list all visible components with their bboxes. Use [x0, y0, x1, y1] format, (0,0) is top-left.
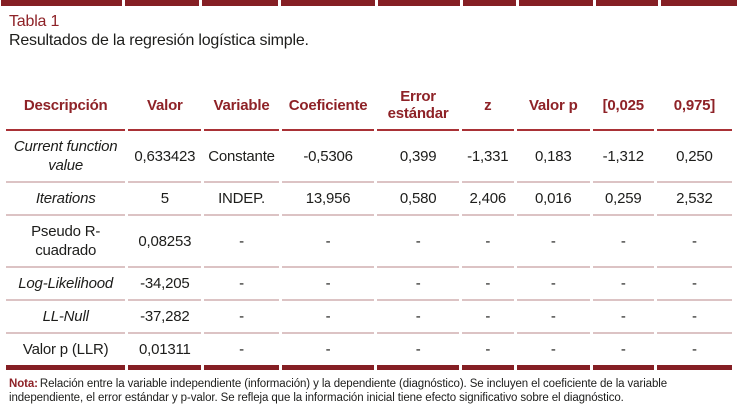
cell: - — [592, 334, 654, 370]
rule-segment — [125, 0, 200, 6]
cell: -37,282 — [128, 301, 202, 334]
cell: 0,250 — [656, 131, 732, 183]
regression-results-table: Descripción Valor Variable Coeficiente Error… — [3, 86, 735, 370]
cell: - — [281, 301, 375, 334]
cell: - — [461, 301, 514, 334]
cell: -1,312 — [592, 131, 654, 183]
column-header: Coeficiente — [281, 86, 375, 131]
table-note: Nota: Relación entre la variable independ… — [9, 377, 729, 405]
row-label: Valor p (LLR) — [6, 334, 126, 370]
cell: - — [592, 268, 654, 301]
cell: -1,331 — [461, 131, 514, 183]
cell: - — [656, 216, 732, 268]
rule-segment — [202, 0, 278, 6]
cell: -34,205 — [128, 268, 202, 301]
cell: 0,183 — [516, 131, 590, 183]
cell: 2,406 — [461, 183, 514, 216]
rule-segment — [1, 0, 123, 6]
cell: - — [516, 268, 590, 301]
cell: - — [656, 334, 732, 370]
rule-segment — [377, 0, 461, 6]
cell: 0,580 — [377, 183, 459, 216]
cell: - — [377, 268, 459, 301]
table-row: Current function value 0,633423 Constante -… — [6, 131, 732, 183]
column-header: Error estándar — [377, 86, 459, 131]
cell: - — [204, 334, 279, 370]
table-row: Log-Likelihood -34,205- - - - - - - — [6, 268, 732, 301]
table-header-row: Descripción Valor Variable Coeficiente Error… — [6, 86, 732, 131]
rule-segment — [595, 0, 658, 6]
note-label: Nota: — [9, 378, 38, 390]
cell: 0,016 — [516, 183, 590, 216]
title-block: Tabla 1 Resultados de la regresión logís… — [9, 13, 729, 50]
column-header: 0,975] — [656, 86, 732, 131]
note-text: Relación entre la variable independiente… — [9, 378, 668, 404]
cell: -0,5306 — [281, 131, 375, 183]
cell: - — [281, 268, 375, 301]
cell: - — [281, 334, 375, 370]
table-top-rule — [0, 0, 738, 6]
cell: 5 — [128, 183, 202, 216]
cell: 0,01311 — [128, 334, 202, 370]
column-header: z — [461, 86, 514, 131]
table-caption: Resultados de la regresión logística sim… — [9, 32, 309, 49]
row-label: Log-Likelihood — [6, 268, 126, 301]
rule-segment — [518, 0, 593, 6]
cell: - — [204, 216, 279, 268]
cell: - — [516, 301, 590, 334]
row-label: Iterations — [6, 183, 126, 216]
cell: - — [592, 216, 654, 268]
column-header: Variable — [204, 86, 279, 131]
cell: - — [656, 268, 732, 301]
cell: 0,399 — [377, 131, 459, 183]
table-label: Tabla 1 — [9, 13, 60, 30]
cell: - — [516, 216, 590, 268]
cell: - — [461, 268, 514, 301]
rule-segment — [463, 0, 516, 6]
column-header: Valor — [128, 86, 202, 131]
cell: - — [461, 216, 514, 268]
cell: - — [204, 268, 279, 301]
column-header: Valor p — [516, 86, 590, 131]
column-header: [0,025 — [592, 86, 654, 131]
cell: - — [516, 334, 590, 370]
cell: Constante — [204, 131, 279, 183]
cell: - — [377, 334, 459, 370]
cell: 13,956 — [281, 183, 375, 216]
rule-segment — [660, 0, 737, 6]
cell: - — [377, 301, 459, 334]
table-row: LL-Null -37,282- - - - - - - — [6, 301, 732, 334]
cell: 2,532 — [656, 183, 732, 216]
table-row: Valor p (LLR) 0,01311- - - - - - - — [6, 334, 732, 370]
row-label: LL-Null — [6, 301, 126, 334]
rule-segment — [280, 0, 375, 6]
cell: - — [204, 301, 279, 334]
cell: 0,08253 — [128, 216, 202, 268]
cell: - — [377, 216, 459, 268]
table-row: Pseudo R-cuadrado 0,08253- - - - - - - — [6, 216, 732, 268]
cell: 0,259 — [592, 183, 654, 216]
cell: 0,633423 — [128, 131, 202, 183]
cell: - — [592, 301, 654, 334]
row-label: Pseudo R-cuadrado — [6, 216, 126, 268]
column-header: Descripción — [6, 86, 126, 131]
row-label: Current function value — [6, 131, 126, 183]
cell: - — [281, 216, 375, 268]
cell: INDEP. — [204, 183, 279, 216]
table-row: Iterations 5 INDEP. 13,956 0,580 2,406 0,016 0,… — [6, 183, 732, 216]
cell: - — [656, 301, 732, 334]
cell: - — [461, 334, 514, 370]
